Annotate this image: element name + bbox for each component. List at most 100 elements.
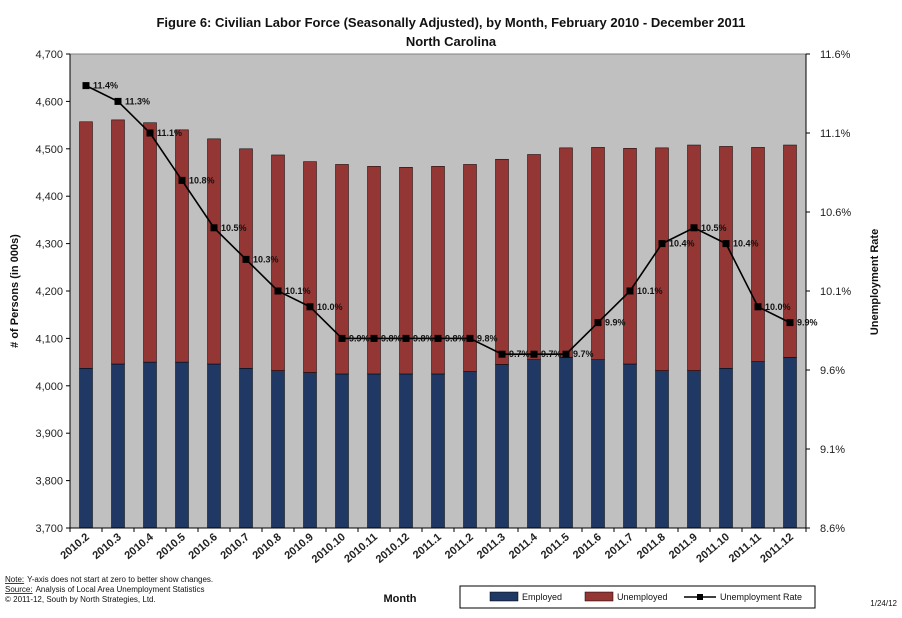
copyright-text: © 2011-12, South by North Strategies, Lt… <box>5 595 156 604</box>
rate-data-label: 9.7% <box>509 349 530 359</box>
bar-employed <box>143 361 157 529</box>
rate-data-label: 9.8% <box>477 333 498 343</box>
bar-unemployed <box>655 147 669 371</box>
x-tick-label: 2010.11 <box>342 531 380 565</box>
x-tick-label: 2010.10 <box>310 531 348 566</box>
rate-marker <box>338 334 346 342</box>
bar-unemployed <box>591 147 605 360</box>
rate-marker <box>658 240 666 248</box>
rate-marker <box>626 287 634 295</box>
bar-employed <box>719 368 733 529</box>
rate-marker <box>178 176 186 184</box>
rate-marker <box>434 334 442 342</box>
rate-marker <box>754 303 762 311</box>
y2-tick-label: 8.6% <box>820 523 845 535</box>
bar-unemployed <box>367 166 381 375</box>
y2-tick-label: 10.6% <box>820 207 851 219</box>
bars-layer <box>79 119 797 529</box>
x-tick-label: 2011.10 <box>694 531 732 565</box>
bar-unemployed <box>559 147 573 358</box>
x-tick-label: 2010.8 <box>250 531 283 562</box>
chart-subtitle: North Carolina <box>406 34 497 49</box>
rate-marker <box>114 97 122 105</box>
x-tick-label: 2011.12 <box>758 531 796 565</box>
bar-unemployed <box>207 138 221 365</box>
bar-employed <box>495 364 509 529</box>
x-tick-label: 2010.2 <box>58 531 91 562</box>
rate-marker <box>306 303 314 311</box>
y2-tick-label: 11.1% <box>820 128 851 140</box>
x-tick-label: 2010.5 <box>154 531 187 562</box>
rate-marker <box>370 334 378 342</box>
rate-data-label: 9.8% <box>381 333 402 343</box>
bar-employed <box>527 359 541 529</box>
bar-employed <box>399 373 413 529</box>
bar-unemployed <box>719 146 733 369</box>
bar-employed <box>111 363 125 529</box>
bar-unemployed <box>687 144 701 371</box>
rate-marker <box>466 334 474 342</box>
y-tick-label: 4,500 <box>35 144 63 156</box>
bar-employed <box>271 370 285 529</box>
rate-data-label: 10.1% <box>285 286 311 296</box>
rate-marker <box>146 129 154 137</box>
rate-data-label: 10.1% <box>637 286 663 296</box>
rate-marker <box>786 319 794 327</box>
x-tick-label: 2010.12 <box>374 531 412 566</box>
x-tick-label: 2010.6 <box>186 531 219 562</box>
y-tick-label: 4,000 <box>35 381 63 393</box>
legend-swatch-unemployed <box>584 591 614 602</box>
rate-data-label: 10.0% <box>317 302 343 312</box>
svg-text:Note:Y-axis does not start at: Note: Y-axis does not start at zero to be… <box>5 575 213 584</box>
rate-marker <box>210 224 218 232</box>
bar-employed <box>239 368 253 529</box>
bar-employed <box>591 359 605 529</box>
y2-tick-label: 10.1% <box>820 286 851 298</box>
rate-data-label: 10.5% <box>221 223 247 233</box>
legend: Employed Unemployed Unemployment Rate <box>459 585 816 609</box>
rate-marker <box>722 240 730 248</box>
bar-employed <box>687 370 701 529</box>
note-text: Y-axis does not start at zero to better … <box>27 575 213 584</box>
y-tick-label: 3,700 <box>35 523 63 535</box>
rate-marker <box>402 334 410 342</box>
legend-swatch-employed <box>489 591 519 602</box>
bar-employed <box>431 373 445 529</box>
x-tick-label: 2011.7 <box>603 531 636 561</box>
rate-data-label: 10.4% <box>669 239 695 249</box>
rate-data-label: 11.1% <box>157 128 182 138</box>
rate-data-label: 9.7% <box>573 349 594 359</box>
bar-unemployed <box>431 166 445 375</box>
bar-unemployed <box>303 161 317 373</box>
rate-data-label: 9.9% <box>797 318 818 328</box>
legend-label-rate: Unemployment Rate <box>720 592 802 602</box>
bar-unemployed <box>783 144 797 358</box>
bar-unemployed <box>175 129 189 363</box>
rate-data-label: 9.8% <box>413 333 434 343</box>
y2-tick-label: 9.6% <box>820 365 845 377</box>
bar-employed <box>207 363 221 529</box>
footnote: Note: Y-axis does not start at zero to be… <box>5 575 213 604</box>
bar-unemployed <box>527 154 541 360</box>
bar-employed <box>783 357 797 529</box>
bar-employed <box>751 361 765 529</box>
x-tick-label: 2011.6 <box>571 531 604 561</box>
rate-data-label: 10.8% <box>189 175 215 185</box>
rate-data-label: 11.4% <box>93 81 118 91</box>
legend-label-unemployed: Unemployed <box>617 592 668 602</box>
x-axis-title: Month <box>384 593 417 605</box>
x-tick-label: 2011.8 <box>635 531 668 561</box>
bar-employed <box>623 363 637 529</box>
bar-employed <box>559 357 573 529</box>
rate-line-layer: 11.4% 11.3% 11.1% 10.8% 10.5% 10.3% 10.1% 10.0%… <box>82 81 818 359</box>
y2-axis-title: Unemployment Rate <box>869 229 881 335</box>
rate-marker <box>242 255 250 263</box>
rate-marker <box>530 350 538 358</box>
bar-unemployed <box>751 147 765 362</box>
rate-data-label: 10.4% <box>733 239 759 249</box>
rate-data-label: 11.3% <box>125 96 150 106</box>
y2-tick-label: 9.1% <box>820 444 845 456</box>
rate-data-label: 10.5% <box>701 223 727 233</box>
note-label: Note: <box>5 575 24 584</box>
